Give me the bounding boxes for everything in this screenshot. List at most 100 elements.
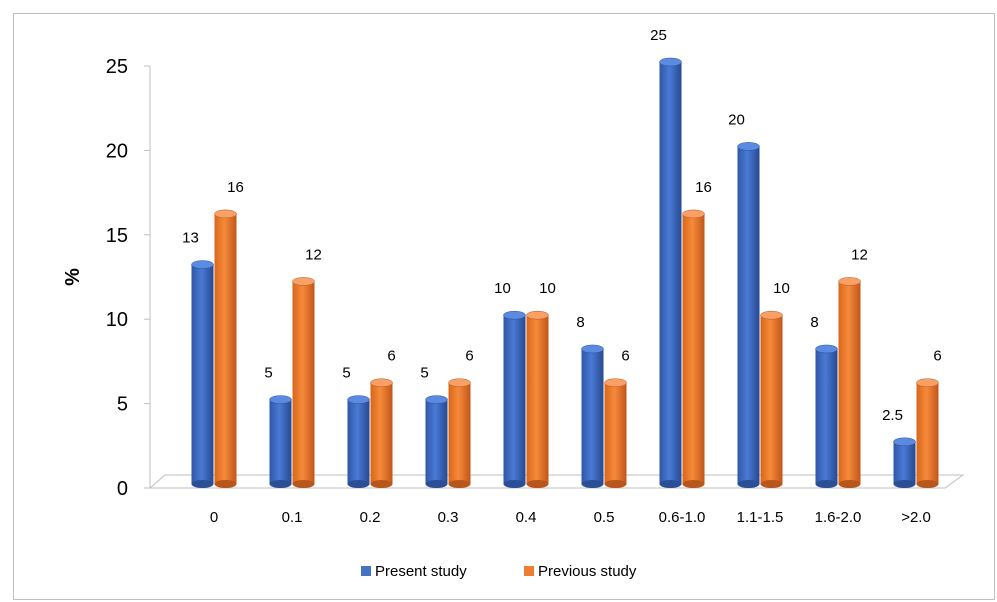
bar-previous-2 bbox=[370, 378, 393, 488]
y-axis-label: % bbox=[62, 268, 84, 286]
bar-present-7 bbox=[737, 142, 760, 488]
bar-base bbox=[838, 480, 861, 488]
bar-base bbox=[815, 480, 838, 488]
x-tick-label: 0.5 bbox=[594, 509, 615, 526]
x-tick-label: 0.6-1.0 bbox=[659, 509, 706, 526]
legend-swatch bbox=[524, 566, 534, 576]
bar-top bbox=[191, 260, 214, 269]
data-label: 20 bbox=[728, 111, 745, 128]
x-tick-label: 0.2 bbox=[360, 509, 381, 526]
bar-previous-7 bbox=[760, 310, 783, 488]
bar-body bbox=[893, 441, 916, 484]
bar-body bbox=[269, 399, 292, 484]
x-tick-label: 0.3 bbox=[438, 509, 459, 526]
y-tick-label: 25 bbox=[106, 56, 128, 78]
bar-body bbox=[214, 213, 237, 485]
legend-label: Present study bbox=[375, 563, 467, 580]
bar-top bbox=[347, 395, 370, 404]
data-label: 5 bbox=[420, 365, 428, 382]
bar-body bbox=[448, 382, 471, 484]
x-tick-label: 0.4 bbox=[516, 509, 537, 526]
y-axis: 0 5 10 15 20 25 bbox=[106, 56, 151, 500]
bar-body bbox=[737, 146, 760, 484]
bar-present-3 bbox=[425, 395, 448, 488]
bar-present-8 bbox=[815, 344, 838, 488]
bar-body bbox=[682, 213, 705, 485]
data-label: 16 bbox=[227, 179, 244, 196]
bar-top bbox=[659, 57, 682, 67]
data-label: 5 bbox=[264, 365, 272, 382]
legend-swatch bbox=[361, 566, 371, 576]
bar-body bbox=[604, 382, 627, 484]
legend-item-present: Present study bbox=[361, 563, 467, 580]
bar-base bbox=[347, 480, 370, 488]
data-label: 12 bbox=[305, 246, 322, 263]
legend: Present study Previous study bbox=[361, 563, 637, 580]
bar-top bbox=[916, 378, 939, 387]
bar-present-9 bbox=[893, 437, 916, 488]
data-label: 10 bbox=[494, 280, 511, 297]
bar-top bbox=[893, 437, 916, 447]
data-label: 10 bbox=[773, 280, 790, 297]
bar-top bbox=[425, 395, 448, 404]
bar-top bbox=[503, 310, 526, 320]
bar-base bbox=[916, 480, 939, 488]
y-tick-label: 5 bbox=[117, 394, 128, 416]
data-label: 25 bbox=[650, 27, 667, 44]
bar-top bbox=[838, 277, 861, 286]
y-tick-label: 10 bbox=[106, 309, 128, 331]
bar-base bbox=[191, 480, 214, 488]
bar-base bbox=[659, 480, 682, 488]
data-labels: 13 16 5 12 5 6 5 6 10 10 8 6 25 16 20 10 8 12 2.5 6 bbox=[182, 27, 942, 424]
x-tick-label: 1.6-2.0 bbox=[815, 509, 862, 526]
bar-previous-3 bbox=[448, 378, 471, 488]
bar-body bbox=[526, 315, 549, 484]
bar-top bbox=[526, 310, 549, 320]
bar-top bbox=[604, 378, 627, 387]
bar-body bbox=[347, 399, 370, 484]
data-label: 6 bbox=[465, 348, 473, 365]
bars bbox=[191, 57, 939, 488]
bar-top bbox=[269, 395, 292, 404]
x-tick-label: 0 bbox=[210, 509, 218, 526]
bar-top bbox=[370, 378, 393, 387]
data-label: 13 bbox=[182, 230, 199, 247]
bar-base bbox=[503, 480, 526, 488]
data-label: 12 bbox=[851, 246, 868, 263]
bar-top bbox=[815, 344, 838, 354]
bar-top bbox=[737, 142, 760, 151]
bar-present-5 bbox=[581, 344, 604, 488]
bar-present-0 bbox=[191, 260, 214, 488]
bar-previous-5 bbox=[604, 378, 627, 488]
bar-body bbox=[916, 382, 939, 484]
bar-body bbox=[370, 382, 393, 484]
data-label: 6 bbox=[621, 348, 629, 365]
y-tick-label: 20 bbox=[106, 140, 128, 162]
bar-base bbox=[737, 480, 760, 488]
bar-base bbox=[604, 480, 627, 488]
bar-previous-9 bbox=[916, 378, 939, 488]
bar-base bbox=[269, 480, 292, 488]
bar-base bbox=[760, 480, 783, 488]
chart-frame bbox=[13, 13, 995, 600]
bar-top bbox=[581, 344, 604, 354]
legend-item-previous: Previous study bbox=[524, 563, 637, 580]
data-label: 8 bbox=[810, 314, 818, 331]
bar-present-2 bbox=[347, 395, 370, 488]
bar-top bbox=[214, 209, 237, 219]
data-label: 5 bbox=[342, 365, 350, 382]
bar-previous-1 bbox=[292, 277, 315, 488]
bar-present-6 bbox=[659, 57, 682, 488]
bar-previous-8 bbox=[838, 277, 861, 488]
y-tick-label: 15 bbox=[106, 225, 128, 247]
bar-base bbox=[682, 480, 705, 488]
bar-top bbox=[760, 310, 783, 320]
data-label: 10 bbox=[539, 280, 556, 297]
legend-label: Previous study bbox=[538, 563, 637, 580]
bar-body bbox=[815, 348, 838, 484]
data-label: 16 bbox=[695, 179, 712, 196]
bar-previous-6 bbox=[682, 209, 705, 488]
x-axis: 0 0.1 0.2 0.3 0.4 0.5 0.6-1.0 1.1-1.5 1.6-2.0 >2.… bbox=[210, 509, 931, 526]
bar-top bbox=[448, 378, 471, 387]
